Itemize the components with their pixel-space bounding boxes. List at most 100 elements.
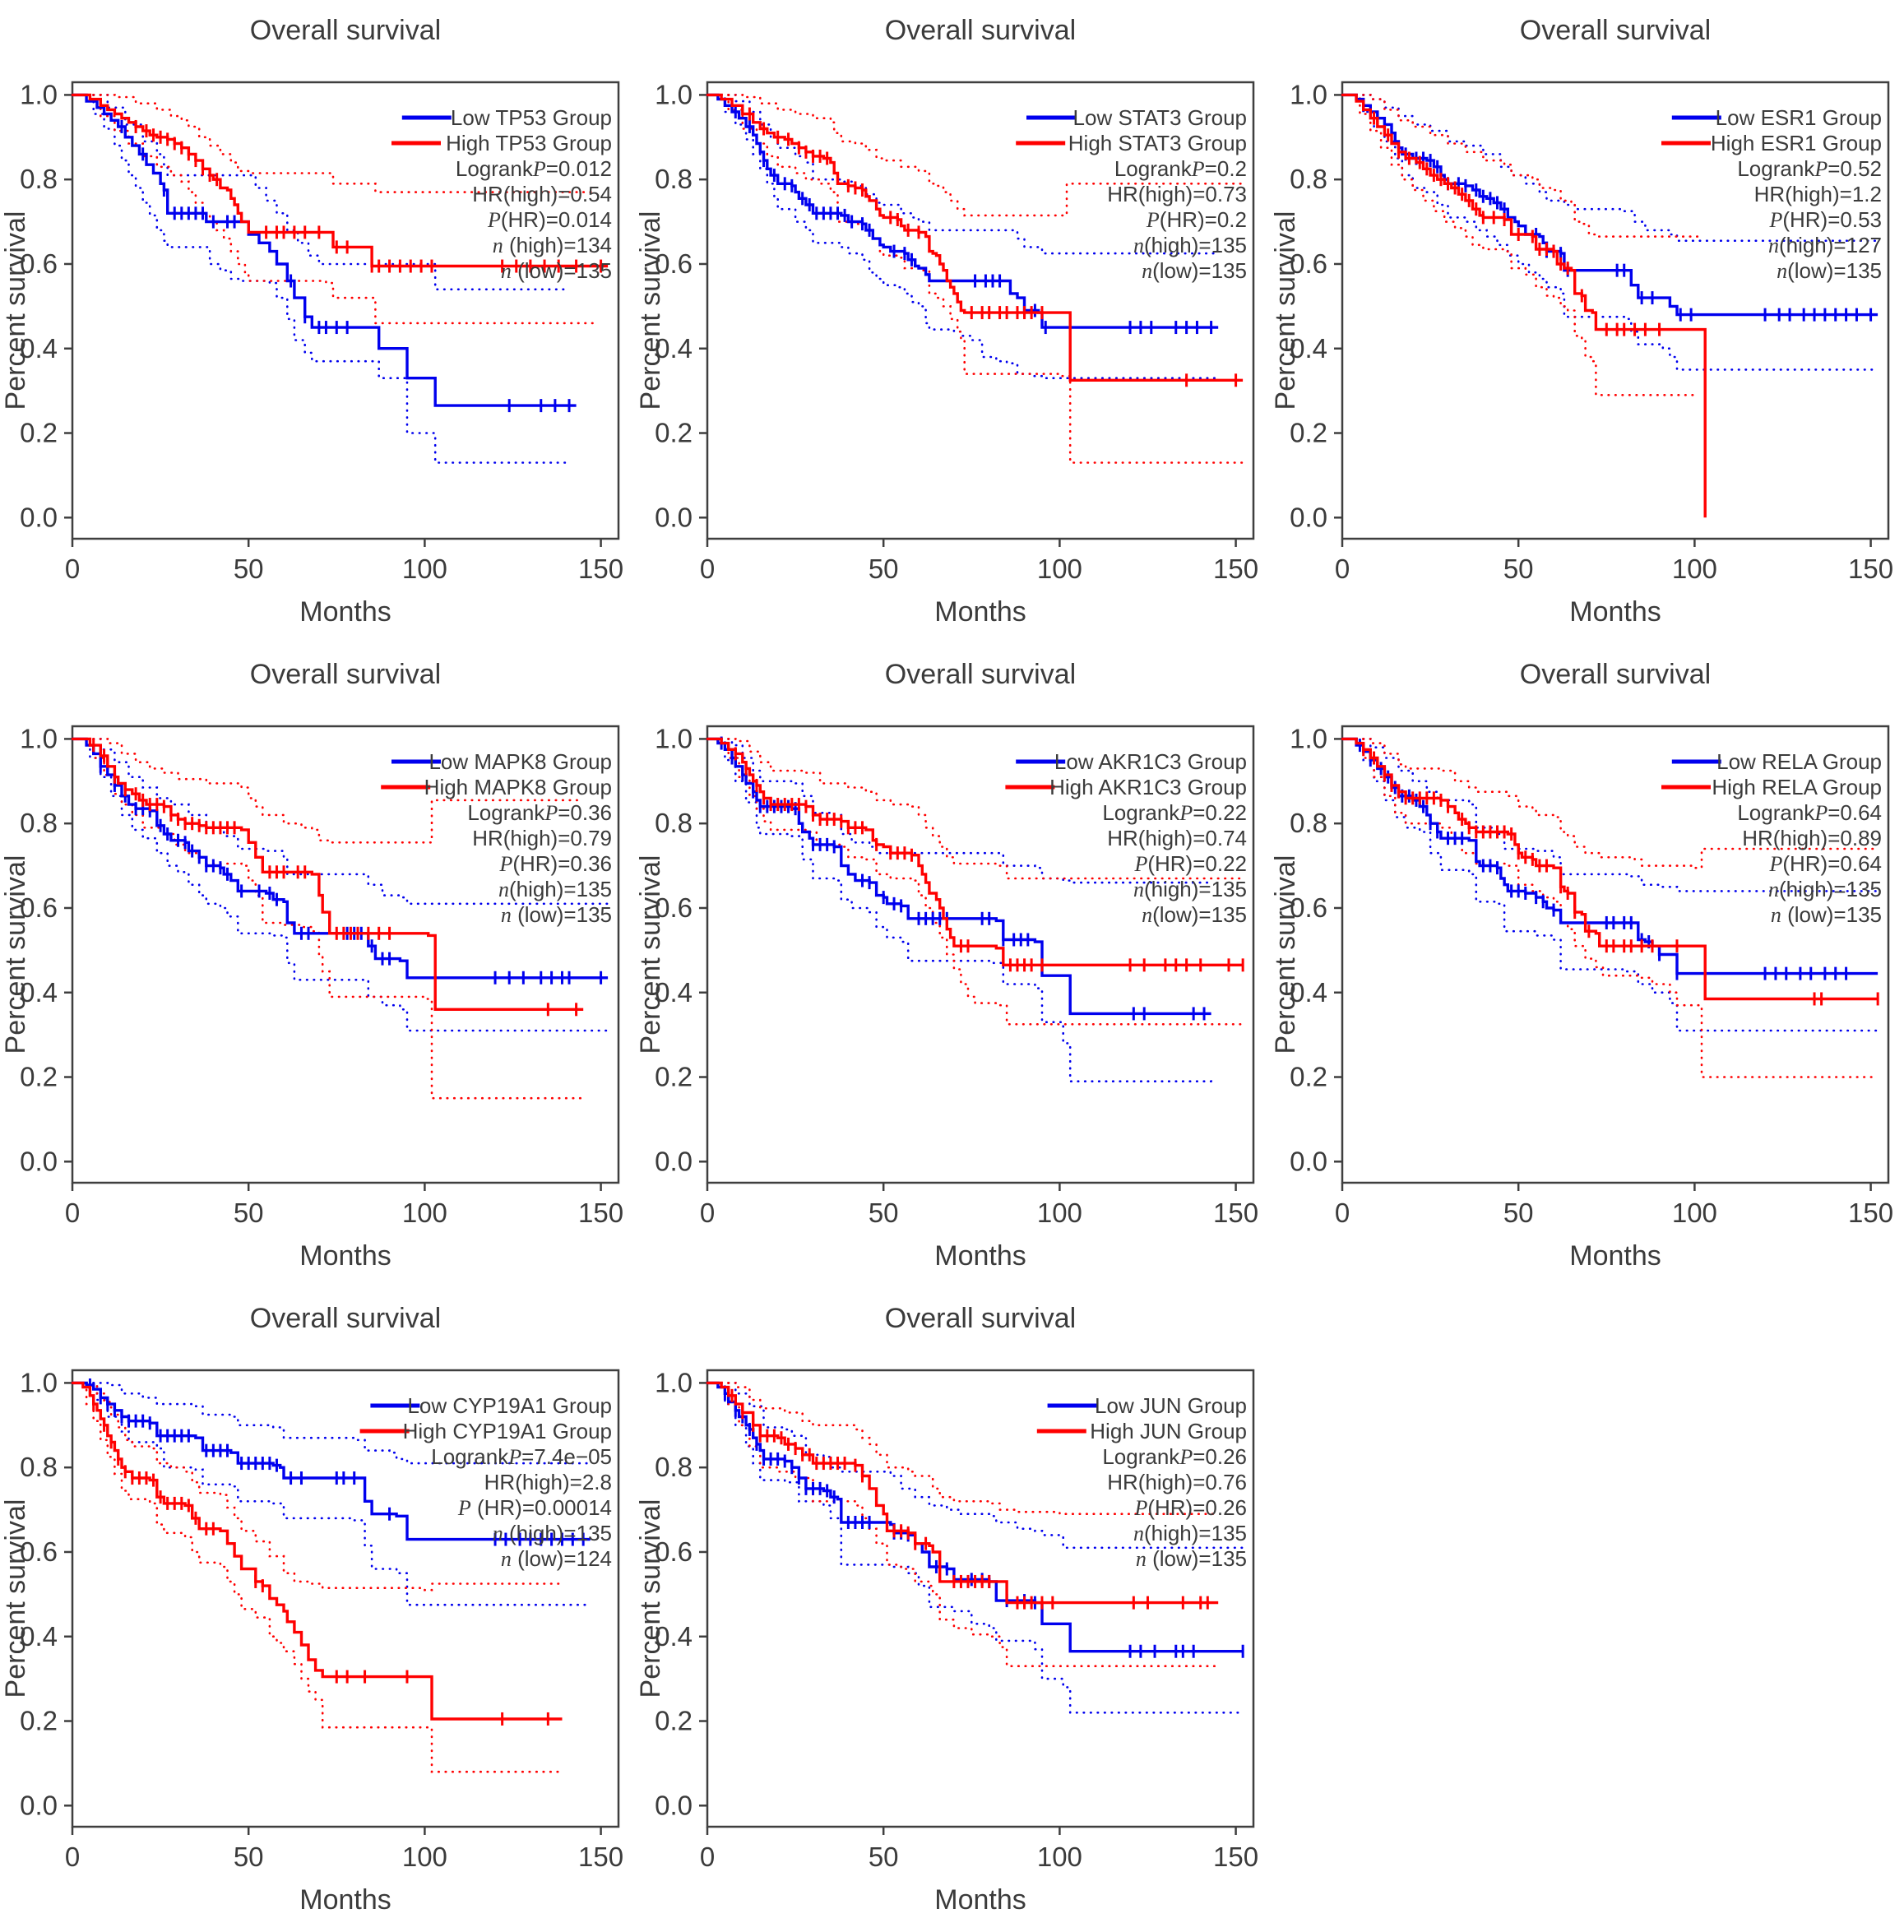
legend-label-high: High JUN Group bbox=[1090, 1419, 1247, 1443]
chart-title: Overall survival bbox=[250, 1303, 441, 1334]
stat-line: n(high)=135 bbox=[1133, 1521, 1247, 1545]
x-tick-label: 50 bbox=[234, 554, 264, 584]
y-tick-label: 0.8 bbox=[1290, 808, 1327, 838]
y-tick-label: 0.2 bbox=[1290, 1062, 1327, 1092]
y-tick-label: 0.2 bbox=[1290, 418, 1327, 448]
y-tick-label: 0.8 bbox=[20, 164, 58, 194]
y-tick-label: 0.2 bbox=[20, 418, 58, 448]
y-tick-label: 0.0 bbox=[1290, 502, 1327, 532]
survival-curve-high bbox=[72, 93, 609, 268]
censor-ticks-high bbox=[134, 119, 603, 273]
plot-box bbox=[706, 725, 1255, 1184]
x-tick-label: 50 bbox=[234, 1198, 264, 1228]
censor-ticks-high bbox=[1373, 111, 1661, 336]
legend-label-low: Low CYP19A1 Group bbox=[407, 1393, 612, 1418]
x-tick-label: 150 bbox=[578, 1842, 623, 1872]
x-axis-label: Months bbox=[1569, 1240, 1661, 1272]
y-tick-label: 1.0 bbox=[1290, 79, 1327, 109]
stat-line: n (low)=135 bbox=[1771, 902, 1882, 927]
stat-line: n(high)=135 bbox=[1133, 877, 1247, 901]
x-tick-label: 50 bbox=[234, 1842, 264, 1872]
ci-curve-low bbox=[706, 738, 1212, 884]
y-tick-label: 0.6 bbox=[1290, 892, 1327, 923]
stat-line: n(high)=127 bbox=[1768, 233, 1882, 257]
y-tick-label: 0.8 bbox=[20, 808, 58, 838]
ci-curve-low bbox=[706, 94, 1220, 255]
y-tick-label: 0.6 bbox=[20, 1536, 58, 1567]
censor-ticks-low bbox=[1358, 739, 1848, 980]
stat-line: LogrankP=0.22 bbox=[1102, 800, 1247, 825]
plot-box bbox=[71, 1369, 620, 1828]
legend-label-low: Low STAT3 Group bbox=[1073, 105, 1247, 130]
stat-line: P(HR)=0.53 bbox=[1768, 207, 1882, 232]
ci-curve-high bbox=[706, 1382, 1220, 1515]
km-chart-svg-5: Overall survival 0 50 100 150 Months 0.0 0.2 0.4… bbox=[635, 659, 1258, 1272]
y-tick-label: 0.6 bbox=[20, 248, 58, 279]
km-chart-svg-4: Overall survival 0 50 100 150 Months 0.0 0.2 0.4… bbox=[0, 659, 623, 1272]
ci-curve-low bbox=[706, 1382, 1244, 1550]
ci-curve-high bbox=[1341, 94, 1699, 396]
x-tick-label: 100 bbox=[1672, 554, 1717, 584]
x-tick-label: 100 bbox=[1037, 1842, 1082, 1872]
survival-curve-low bbox=[707, 93, 1219, 329]
y-tick-label: 1.0 bbox=[20, 1367, 58, 1397]
plot-box bbox=[706, 1369, 1255, 1828]
stat-line: P(HR)=0.2 bbox=[1146, 207, 1247, 232]
legend-label-high: High MAPK8 Group bbox=[424, 775, 612, 799]
ci-curve-low bbox=[71, 738, 609, 906]
y-tick-label: 0.0 bbox=[655, 1790, 693, 1820]
stat-line: HR(high)=0.74 bbox=[1107, 826, 1247, 850]
km-chart-svg-7: Overall survival 0 50 100 150 Months 0.0 0.2 0.4… bbox=[0, 1303, 623, 1916]
survival-curve-high bbox=[707, 93, 1244, 382]
x-tick-label: 150 bbox=[1213, 554, 1258, 584]
legend-label-low: Low MAPK8 Group bbox=[429, 749, 612, 774]
y-tick-label: 0.8 bbox=[1290, 164, 1327, 194]
chart-title: Overall survival bbox=[250, 15, 441, 46]
x-tick-label: 0 bbox=[700, 1198, 715, 1228]
y-tick-label: 0.2 bbox=[20, 1062, 58, 1092]
y-tick-label: 1.0 bbox=[20, 79, 58, 109]
ci-curve-low bbox=[1341, 738, 1879, 1032]
y-tick-label: 0.6 bbox=[20, 892, 58, 923]
chart-title: Overall survival bbox=[885, 15, 1076, 46]
x-tick-label: 100 bbox=[1037, 554, 1082, 584]
y-tick-label: 0.4 bbox=[20, 977, 58, 1008]
x-tick-label: 100 bbox=[402, 1842, 447, 1872]
survival-curve-high bbox=[1342, 737, 1879, 1001]
y-tick-label: 0.4 bbox=[655, 977, 693, 1008]
stat-line: LogrankP=7.4e−05 bbox=[431, 1444, 612, 1469]
x-axis-label: Months bbox=[299, 596, 391, 628]
km-chart-svg-1: Overall survival 0 50 100 150 Months 0.0 0.2 0.4… bbox=[0, 15, 623, 628]
ci-curve-high bbox=[1341, 738, 1879, 869]
x-tick-label: 150 bbox=[1848, 1198, 1893, 1228]
stat-line: HR(high)=1.2 bbox=[1754, 182, 1882, 206]
x-tick-label: 0 bbox=[65, 1198, 80, 1228]
y-tick-label: 1.0 bbox=[655, 1367, 693, 1397]
ci-curve-low bbox=[71, 1382, 591, 1465]
x-axis-label: Months bbox=[299, 1240, 391, 1272]
x-tick-label: 50 bbox=[869, 554, 899, 584]
stat-line: LogrankP=0.36 bbox=[467, 800, 612, 825]
x-axis-label: Months bbox=[1569, 596, 1661, 628]
stat-line: HR(high)=0.79 bbox=[472, 826, 612, 850]
y-tick-label: 0.4 bbox=[20, 1621, 58, 1652]
stat-line: P(HR)=0.014 bbox=[487, 207, 612, 232]
y-axis-label: Percent survival bbox=[1270, 855, 1301, 1054]
ci-curve-high bbox=[706, 94, 1244, 217]
legend-label-high: High ESR1 Group bbox=[1711, 131, 1882, 155]
x-axis-label: Months bbox=[934, 1240, 1026, 1272]
stat-line: n(high)=135 bbox=[498, 877, 612, 901]
y-tick-label: 1.0 bbox=[655, 79, 693, 109]
ci-curve-high bbox=[1341, 94, 1699, 240]
censor-ticks-low bbox=[88, 1378, 585, 1546]
km-plot-8: Overall survival 0 50 100 150 Months 0.0 0.2 0.4… bbox=[635, 1288, 1270, 1932]
legend-label-low: Low AKR1C3 Group bbox=[1054, 749, 1247, 774]
censor-ticks-high bbox=[92, 739, 578, 1017]
stat-line: P(HR)=0.36 bbox=[498, 851, 612, 876]
stat-line: n (low)=135 bbox=[501, 902, 612, 927]
ci-curve-high bbox=[706, 738, 1244, 882]
stat-line: n (low)=135 bbox=[501, 258, 612, 283]
stat-line: n (low)=135 bbox=[1136, 1546, 1247, 1571]
y-tick-label: 1.0 bbox=[655, 723, 693, 753]
y-tick-label: 0.8 bbox=[20, 1452, 58, 1482]
